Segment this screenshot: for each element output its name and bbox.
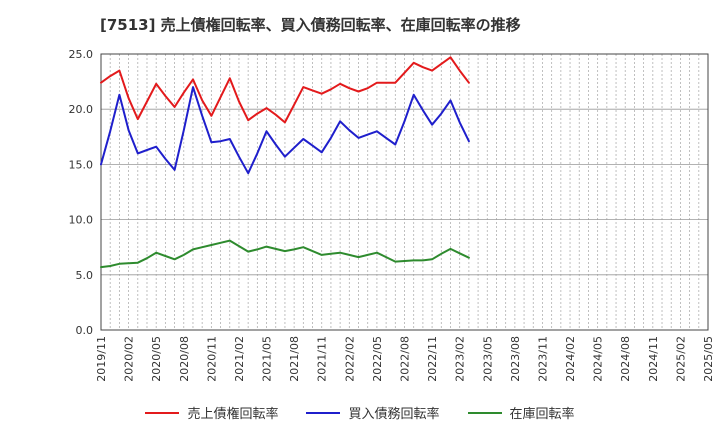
x-tick-label: 2022/11 (426, 336, 439, 382)
x-tick-label: 2024/02 (564, 336, 577, 382)
chart-title: [7513] 売上債権回転率、買入債務回転率、在庫回転率の推移 (100, 16, 521, 34)
x-tick-label: 2019/11 (95, 336, 108, 382)
x-tick-label: 2020/05 (150, 336, 163, 382)
series-line-1 (100, 86, 470, 175)
y-tick-label: 15.0 (69, 158, 94, 171)
x-axis-ticks: 2019/11 2020/02 2020/05 2020/08 2020/11 2021/… (95, 336, 715, 382)
x-tick-label: 2021/08 (288, 336, 301, 382)
legend-item-payables: 買入債務回転率 (306, 403, 440, 422)
y-tick-label: 20.0 (69, 103, 94, 116)
legend: 売上債権回転率 買入債務回転率 在庫回転率 (0, 403, 720, 422)
x-tick-label: 2023/02 (454, 336, 467, 382)
x-tick-label: 2020/11 (205, 336, 218, 382)
legend-label-inventory: 在庫回転率 (509, 407, 575, 422)
legend-label-payables: 買入債務回転率 (348, 407, 440, 422)
x-tick-label: 2021/11 (316, 336, 329, 382)
x-tick-label: 2020/02 (123, 336, 136, 382)
y-tick-label: 5.0 (76, 269, 94, 282)
x-tick-label: 2023/11 (536, 336, 549, 382)
x-tick-label: 2023/08 (509, 336, 522, 382)
legend-item-receivables: 売上債権回転率 (145, 403, 278, 422)
x-tick-label: 2022/05 (371, 336, 384, 382)
legend-swatch-inventory (467, 411, 502, 414)
series-layer (100, 56, 470, 269)
y-tick-label: 0.0 (76, 324, 94, 337)
x-tick-label: 2021/02 (233, 336, 246, 382)
x-tick-label: 2024/08 (619, 336, 632, 382)
y-axis-ticks: 0.0 5.0 10.0 15.0 20.0 25.0 (69, 48, 94, 337)
series-line-2 (100, 239, 470, 269)
legend-swatch-receivables (145, 411, 180, 414)
legend-label-receivables: 売上債権回転率 (187, 407, 279, 422)
x-tick-label: 2022/08 (399, 336, 412, 382)
plot-frame (100, 53, 709, 331)
y-tick-label: 10.0 (69, 214, 94, 227)
legend-swatch-payables (306, 411, 341, 414)
x-tick-label: 2023/05 (481, 336, 494, 382)
x-tick-label: 2020/08 (178, 336, 191, 382)
legend-item-inventory: 在庫回転率 (467, 403, 575, 422)
x-tick-label: 2024/05 (592, 336, 605, 382)
x-tick-label: 2025/02 (674, 336, 687, 382)
x-tick-label: 2024/11 (647, 336, 660, 382)
y-tick-label: 25.0 (69, 48, 94, 61)
x-tick-label: 2021/05 (261, 336, 274, 382)
series-line-0 (100, 56, 470, 124)
x-tick-label: 2025/05 (702, 336, 715, 382)
x-tick-label: 2022/02 (343, 336, 356, 382)
